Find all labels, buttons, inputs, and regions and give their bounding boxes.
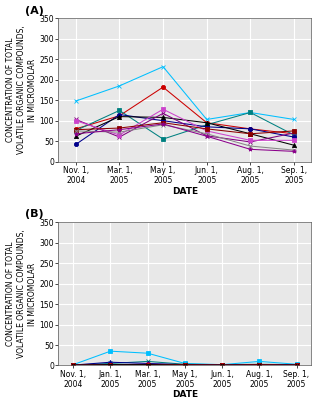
Text: (B): (B) — [25, 209, 44, 220]
Y-axis label: CONCENTRATION OF TOTAL
VOLATILE ORGANIC COMPOUNDS,
IN MICROMOLAR: CONCENTRATION OF TOTAL VOLATILE ORGANIC … — [6, 26, 37, 154]
Text: (A): (A) — [25, 6, 44, 15]
X-axis label: DATE: DATE — [172, 187, 198, 196]
X-axis label: DATE: DATE — [172, 390, 198, 399]
Y-axis label: CONCENTRATION OF TOTAL
VOLATILE ORGANIC COMPOUNDS,
IN MICROMOLAR: CONCENTRATION OF TOTAL VOLATILE ORGANIC … — [6, 230, 37, 358]
